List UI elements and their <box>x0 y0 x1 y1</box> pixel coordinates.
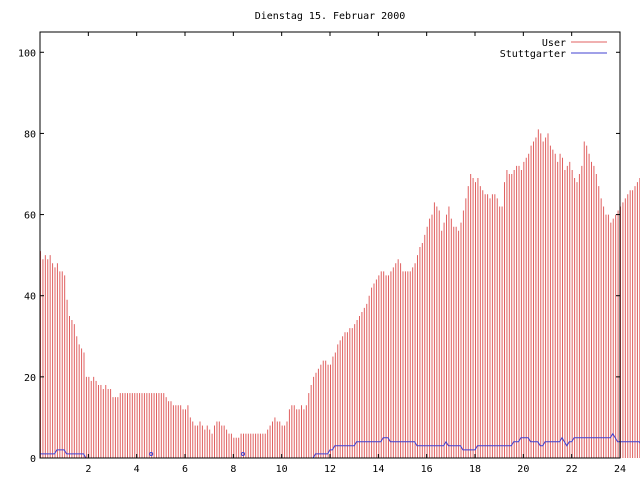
x-tick-label: 8 <box>230 464 236 475</box>
x-tick-label: 6 <box>182 464 188 475</box>
x-tick-label: 14 <box>372 464 384 475</box>
x-tick-label: 16 <box>421 464 433 475</box>
stuttgarter-point <box>149 451 154 456</box>
chart-title: Dienstag 15. Februar 2000 <box>255 11 406 22</box>
legend-user-label: User <box>542 38 566 49</box>
x-tick-label: 4 <box>134 464 140 475</box>
x-tick-label: 12 <box>324 464 336 475</box>
user-bars <box>40 129 640 458</box>
y-tick-label: 80 <box>24 129 36 140</box>
y-tick-label: 60 <box>24 211 36 222</box>
legend: User Stuttgarter <box>500 38 607 60</box>
stuttgarter-point <box>241 451 245 456</box>
y-tick-label: 0 <box>30 454 36 465</box>
x-tick-label: 18 <box>469 464 481 475</box>
x-tick-label: 2 <box>85 464 91 475</box>
x-tick-label: 10 <box>276 464 288 475</box>
y-tick-label: 20 <box>24 373 36 384</box>
x-tick-label: 20 <box>517 464 529 475</box>
x-tick-label: 24 <box>614 464 626 475</box>
legend-stuttgarter-label: Stuttgarter <box>500 49 566 60</box>
y-tick-label: 100 <box>18 48 36 59</box>
y-tick-label: 40 <box>24 292 36 303</box>
x-tick-label: 22 <box>566 464 578 475</box>
